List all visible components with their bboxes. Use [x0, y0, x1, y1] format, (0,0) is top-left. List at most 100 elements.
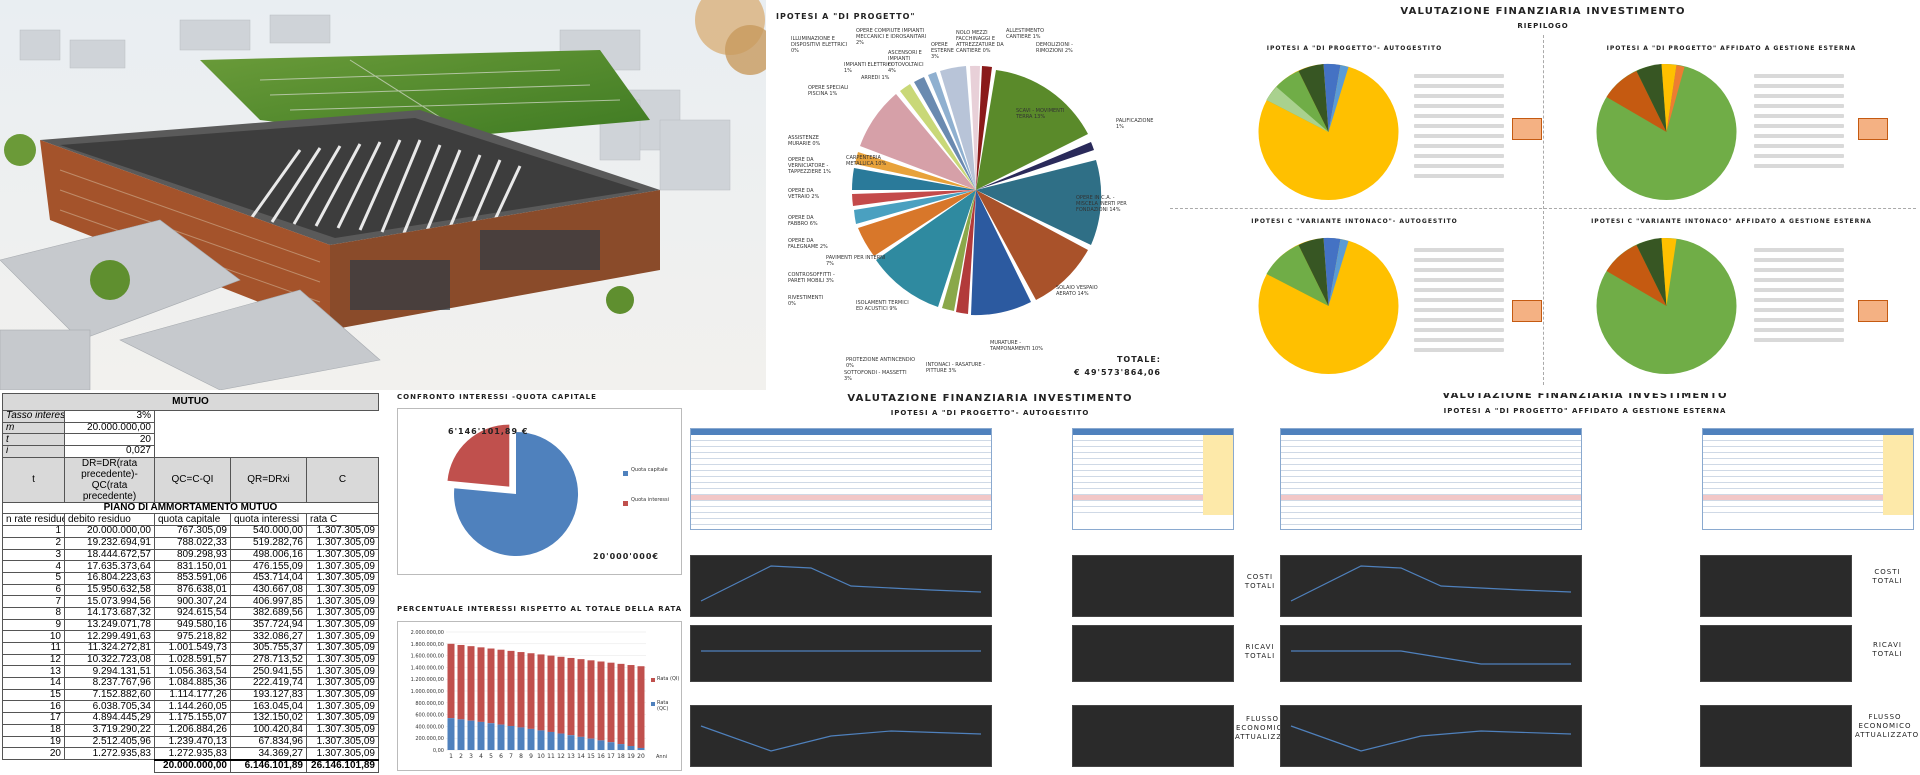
cell-rata: 1.307.305,09: [306, 747, 379, 761]
label-ricavi-right: RICAVI TOTALI: [1872, 641, 1903, 658]
pie-label-controsoffitti: CONTROSOFFITTI - PARETI MOBILI 3%: [788, 272, 835, 284]
cell-debito: 9.294.131,51: [64, 665, 155, 679]
cell-n: 16: [2, 700, 65, 714]
bar-rata-qc: [537, 730, 545, 750]
cell-rata: 1.307.305,09: [306, 688, 379, 702]
table-row: 18 3.719.290,22 1.206.884,26 100.420,84 1.30…: [2, 723, 379, 737]
col-header: n rate residue: [2, 513, 65, 527]
cell-interessi: 222.419,74: [230, 677, 307, 690]
x-tick-label: 18: [617, 753, 625, 760]
percentuale-bar-chart: 0,00 200.000,00 400.000,00 600.000,00 800.00…: [411, 630, 668, 760]
x-tick-label: 10: [537, 753, 545, 760]
pie-label-murature: MURATURE - TAMPONAMENTI 10%: [990, 340, 1043, 352]
chart-right-flusso: [1280, 705, 1582, 767]
cell-debito: 3.719.290,22: [64, 723, 155, 737]
pie-label-vetraio: OPERE DA VETRAIO 2%: [788, 188, 820, 200]
pie-slice-sottofondi: [942, 190, 976, 311]
x-tick-label: 1: [449, 753, 453, 760]
cell-capitale: 831.150,01: [154, 560, 231, 573]
table-row: 17 4.894.445,29 1.175.155,07 132.150,02 1.30…: [2, 712, 379, 725]
q1-title: IPOTESI A "DI PROGETTO"- AUTOGESTITO: [1266, 45, 1443, 52]
chart-left-costi: [690, 555, 992, 617]
pie-slice-isolamenti: [876, 190, 976, 307]
sheet-left-a: [690, 428, 992, 530]
cell-n: 5: [2, 571, 65, 585]
cell-rata: 1.307.305,09: [306, 560, 379, 573]
cell-debito: 4.894.445,29: [64, 712, 155, 725]
table-row: 12 10.322.723,08 1.028.591,57 278.713,52 1.3…: [2, 653, 379, 667]
cell-rata: 1.307.305,09: [306, 723, 379, 737]
cell-interessi: 278.713,52: [230, 653, 307, 667]
pie-label-antincendio: PROTEZIONE ANTINCENDIO 0%: [846, 357, 916, 369]
param-label: i: [2, 445, 65, 458]
pie-slice-scavi: [976, 70, 1088, 190]
legend-rata-qc: Rata (QC): [657, 700, 669, 712]
y-tick-label: 1.200.000,00: [411, 677, 444, 683]
cell-debito: 13.249.071,78: [64, 618, 155, 632]
formula-header: C: [306, 456, 379, 503]
costs-pie-title: IPOTESI A "DI PROGETTO": [776, 12, 916, 21]
bar-rata-qi: [547, 655, 555, 732]
cell-n: 12: [2, 653, 65, 667]
param-label: m: [2, 421, 65, 435]
pie-label-rivestimenti: RIVESTIMENTI 0%: [788, 295, 823, 307]
table-row: 6 15.950.632,58 876.638,01 430.667,08 1.307.…: [2, 583, 379, 597]
total-capitale: 20.000.000,00: [154, 758, 231, 773]
x-tick-label: 7: [509, 753, 513, 760]
bar-rata-qi: [617, 663, 625, 745]
table-row: 13 9.294.131,51 1.056.363,54 250.941,55 1.30…: [2, 665, 379, 679]
q2-title: IPOTESI A "DI PROGETTO" AFFIDATO A GESTI…: [1606, 45, 1857, 52]
x-tick-label: 5: [489, 753, 493, 760]
table-row: 4 17.635.373,64 831.150,01 476.155,09 1.307.…: [2, 560, 379, 573]
pie-slice-opere-ca: [976, 160, 1102, 245]
bar-rata-qi: [587, 660, 595, 739]
cell-debito: 1.272.935,83: [64, 747, 155, 761]
table-row: 2 19.232.694,91 788.022,33 519.282,76 1.307.…: [2, 536, 379, 550]
cell-n: 15: [2, 688, 65, 702]
legend-swatch-qi: [651, 678, 655, 682]
chart-left-ricavi: [690, 625, 992, 682]
y-tick-label: 0,00: [433, 748, 444, 754]
cell-n: 2: [2, 536, 65, 550]
cell-capitale: 975.218,82: [154, 630, 231, 643]
pie-label-pavimenti: PAVIMENTI PER INTERNI 7%: [826, 255, 886, 267]
table-row: 14 8.237.767,96 1.084.885,36 222.419,74 1.30…: [2, 677, 379, 690]
x-tick-label: 12: [557, 753, 565, 760]
bar-rata-qi: [637, 666, 645, 748]
cell-debito: 11.324.272,81: [64, 642, 155, 655]
bar-rata-qc: [527, 728, 535, 750]
plan-title: PIANO DI AMMORTAMENTO MUTUO: [2, 501, 379, 515]
bar-rata-qi: [447, 643, 455, 719]
pie-total-label: TOTALE:: [1116, 355, 1161, 364]
x-tick-label: 20: [637, 753, 645, 760]
cell-debito: 10.322.723,08: [64, 653, 155, 667]
table-row: 20 1.272.935,83 1.272.935,83 34.369,27 1.307…: [2, 747, 379, 761]
val-right-title: VALUTAZIONE FINANZIARIA INVESTIMENTO: [1442, 393, 1728, 401]
cell-debito: 12.299.491,63: [64, 630, 155, 643]
pie-slice-interessi: [447, 424, 510, 487]
pie-label-illuminazione: ILLUMINAZIONE E DISPOSITIVI ELETTRICI 0%: [791, 36, 848, 54]
pie-slice-capitale: [454, 432, 579, 556]
x-tick-label: 11: [547, 753, 555, 760]
pie-slice-solaio: [976, 190, 1088, 300]
cell-n: 3: [2, 548, 65, 562]
cell-interessi: 453.714,04: [230, 571, 307, 585]
q4-title: IPOTESI C "VARIANTE INTONACO" AFFIDATO A…: [1591, 218, 1872, 225]
cell-n: 20: [2, 747, 65, 761]
q2-legend: [1754, 68, 1844, 174]
cell-n: 8: [2, 606, 65, 620]
pie-label-opere-ca: OPERE IN C.A. - MISCELA INERTI PER FONDA…: [1076, 195, 1127, 213]
pie-slice-elettrici: [914, 77, 976, 190]
chart-right-costi-b: [1700, 555, 1852, 617]
pie-label-ascensori: ASCENSORI E IMPIANTI FOTOVOLTAICI 4%: [888, 50, 924, 74]
q1-total-box: [1512, 118, 1542, 140]
cell-interessi: 132.150,02: [230, 712, 307, 725]
x-tick-label: 6: [499, 753, 503, 760]
cell-capitale: 1.056.363,54: [154, 665, 231, 679]
pie-label-carpenteria: CARPENTERIA METALLICA 10%: [846, 155, 887, 167]
param-value: 20.000.000,00: [64, 421, 155, 435]
q1-pie: [1258, 63, 1399, 200]
pie-label-arredi: ARREDI 1%: [861, 75, 890, 81]
pie-slice-carpenteria: [860, 94, 976, 190]
y-tick-label: 2.000.000,00: [411, 630, 444, 636]
